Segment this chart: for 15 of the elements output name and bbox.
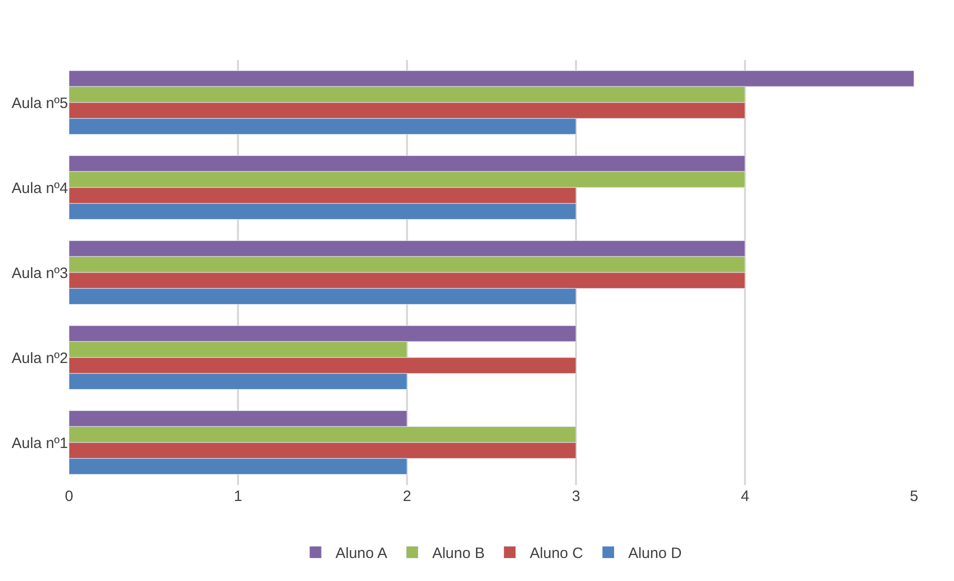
x-tick-label: 1 — [234, 488, 242, 505]
y-tick-label: Aula nº5 — [12, 94, 68, 112]
y-tick-label: Aula nº4 — [12, 180, 68, 197]
legend-label: Aluno D — [628, 545, 682, 562]
x-tick-label: 3 — [572, 488, 580, 505]
x-tick-label: 4 — [740, 488, 750, 505]
legend-label: Aluno C — [530, 545, 584, 562]
y-tick-label: Aula nº3 — [12, 264, 68, 282]
x-tick-label: 5 — [910, 488, 918, 505]
legend-label: Aluno B — [432, 545, 485, 562]
x-tick-label: 0 — [64, 488, 74, 505]
y-tick-label: Aula nº1 — [12, 434, 68, 452]
x-tick-label: 2 — [402, 488, 412, 505]
legend-label: Aluno A — [336, 545, 388, 562]
y-tick-label: Aula nº2 — [12, 350, 68, 367]
